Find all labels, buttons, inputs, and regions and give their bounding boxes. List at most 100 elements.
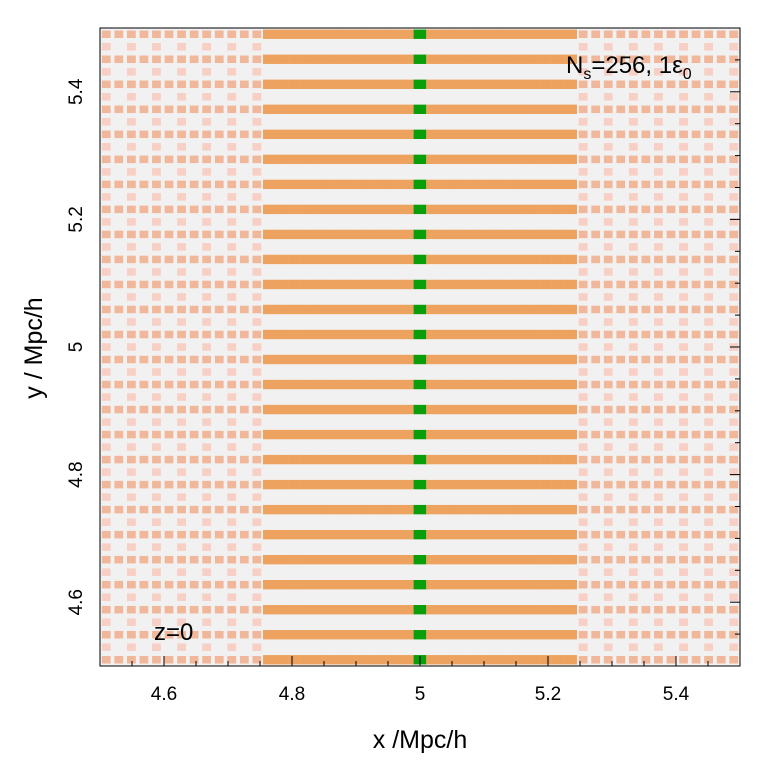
density-cell — [227, 155, 237, 164]
density-cell — [591, 30, 601, 39]
density-cell — [263, 379, 276, 390]
density-cell — [239, 30, 249, 39]
density-cell — [164, 555, 174, 564]
density-cell — [227, 330, 237, 339]
density-cell — [164, 130, 174, 139]
density-cell — [300, 104, 314, 114]
density-cell — [252, 243, 262, 251]
density-cell — [603, 580, 613, 589]
density-cell — [152, 430, 161, 439]
density-cell — [126, 368, 136, 376]
density-cell — [729, 268, 739, 276]
density-cell — [388, 655, 402, 665]
density-cell — [413, 104, 427, 114]
density-cell — [564, 129, 577, 140]
density-cell — [603, 418, 613, 426]
density-cell — [252, 330, 262, 339]
density-cell — [313, 279, 327, 290]
density-cell — [126, 393, 136, 401]
density-cell — [139, 355, 149, 364]
density-cell — [114, 380, 124, 389]
density-cell — [164, 505, 174, 514]
density-cell — [616, 30, 626, 39]
density-cell — [654, 355, 663, 364]
density-cell — [438, 329, 452, 340]
density-cell — [628, 93, 638, 101]
density-cell — [202, 580, 212, 589]
density-cell — [666, 580, 676, 589]
density-cell — [539, 29, 552, 39]
density-cell — [551, 479, 565, 490]
density-cell — [666, 280, 676, 289]
density-cell — [679, 168, 688, 176]
density-cell — [476, 329, 490, 340]
density-cell — [679, 643, 688, 651]
density-cell — [252, 443, 262, 451]
density-cell — [325, 329, 339, 340]
density-cell — [338, 454, 352, 465]
density-cell — [564, 104, 577, 114]
density-cell — [177, 30, 186, 39]
density-cell — [214, 605, 224, 614]
density-cell — [300, 154, 314, 165]
density-cell — [227, 168, 237, 176]
density-cell — [539, 129, 552, 140]
density-cell — [513, 79, 527, 89]
density-cell — [578, 493, 588, 501]
density-cell — [401, 204, 414, 215]
density-cell — [426, 179, 439, 190]
density-cell — [164, 255, 174, 264]
density-cell — [716, 530, 726, 539]
density-cell — [691, 130, 701, 139]
density-cell — [451, 479, 465, 490]
density-cell — [679, 80, 688, 89]
density-cell — [189, 630, 199, 639]
density-cell — [152, 455, 161, 464]
density-cell — [501, 479, 515, 490]
density-cell — [375, 404, 389, 415]
density-cell — [252, 180, 262, 189]
density-cell — [501, 529, 515, 540]
density-cell — [578, 630, 588, 639]
density-cell — [325, 279, 339, 290]
density-cell — [152, 468, 161, 476]
density-cell — [578, 30, 588, 39]
density-cell — [275, 304, 289, 315]
density-cell — [101, 30, 111, 39]
density-cell — [152, 405, 161, 414]
density-cell — [654, 368, 663, 376]
density-cell — [716, 630, 726, 639]
density-cell — [413, 54, 427, 64]
density-cell — [564, 329, 577, 340]
density-cell — [164, 105, 174, 114]
density-cell — [164, 430, 174, 439]
density-cell — [691, 55, 701, 64]
density-cell — [177, 643, 186, 651]
density-cell — [564, 79, 577, 89]
density-cell — [654, 93, 663, 101]
density-cell — [101, 643, 111, 651]
density-cell — [288, 454, 301, 465]
density-cell — [438, 479, 452, 490]
density-cell — [488, 179, 502, 190]
density-cell — [126, 593, 136, 601]
density-cell — [177, 593, 186, 601]
density-cell — [101, 293, 111, 301]
density-cell — [227, 430, 237, 439]
density-cell — [338, 504, 352, 515]
density-cell — [564, 379, 577, 390]
resolution-annotation: Ns=256, 1ε0 — [566, 52, 692, 83]
density-cell — [578, 230, 588, 239]
density-cell — [654, 255, 663, 264]
density-cell — [338, 179, 352, 190]
density-cell — [263, 655, 276, 665]
density-cell — [476, 129, 490, 140]
density-cell — [227, 443, 237, 451]
density-cell — [164, 455, 174, 464]
density-cell — [438, 129, 452, 140]
density-cell — [227, 193, 237, 201]
density-cell — [654, 455, 663, 464]
density-cell — [126, 193, 136, 201]
density-cell — [654, 543, 663, 551]
density-cell — [388, 529, 402, 540]
